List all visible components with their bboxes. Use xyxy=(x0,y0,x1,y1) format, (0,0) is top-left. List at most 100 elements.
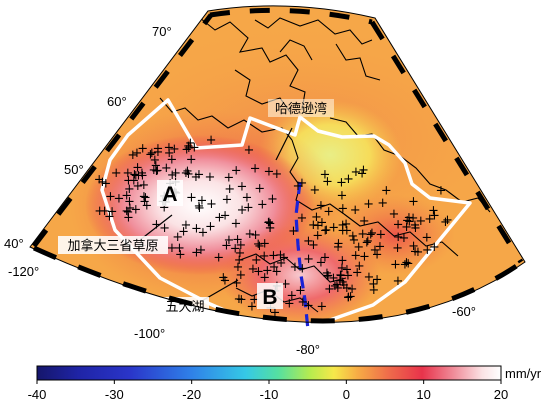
station-marker: + xyxy=(337,189,348,204)
station-marker: + xyxy=(320,168,331,183)
station-marker: + xyxy=(311,210,322,225)
station-marker: + xyxy=(343,172,354,187)
station-marker: + xyxy=(337,261,348,276)
station-marker: + xyxy=(166,152,177,167)
station-marker: + xyxy=(328,271,339,286)
station-marker: + xyxy=(148,163,159,178)
station-marker: + xyxy=(265,221,276,236)
station-marker: + xyxy=(138,189,149,204)
prairies-label: 加拿大三省草原 xyxy=(67,238,158,254)
station-marker: + xyxy=(271,264,282,279)
frame-right-edge xyxy=(369,20,524,264)
station-marker: + xyxy=(280,277,291,292)
station-marker: + xyxy=(194,199,205,214)
station-marker: + xyxy=(333,236,344,251)
station-marker: + xyxy=(124,194,135,209)
station-marker: + xyxy=(358,163,369,178)
station-marker: + xyxy=(392,241,403,256)
station-marker: + xyxy=(140,190,151,205)
station-marker: + xyxy=(175,247,186,262)
station-marker: + xyxy=(413,245,424,260)
map-frame xyxy=(29,5,526,324)
station-marker: + xyxy=(309,183,320,198)
station-marker: + xyxy=(308,238,319,253)
station-marker: + xyxy=(125,201,136,216)
station-marker: + xyxy=(178,225,189,240)
station-marker: + xyxy=(129,168,140,183)
station-marker: + xyxy=(292,179,303,194)
station-marker: + xyxy=(271,167,282,182)
station-marker: + xyxy=(232,232,243,247)
station-marker: + xyxy=(259,271,270,286)
station-marker: + xyxy=(151,164,162,179)
station-marker: + xyxy=(295,284,306,299)
station-marker: + xyxy=(303,252,314,267)
lon-label-m120: -120° xyxy=(8,264,39,279)
station-marker: + xyxy=(336,269,347,284)
colorbar-tick-label: -10 xyxy=(260,387,279,402)
station-marker: + xyxy=(316,216,327,231)
station-marker: + xyxy=(288,224,299,239)
station-marker: + xyxy=(368,283,379,298)
station-marker: + xyxy=(337,253,348,268)
station-marker: + xyxy=(402,214,413,229)
station-marker: + xyxy=(415,214,426,229)
station-marker: + xyxy=(408,239,419,254)
station-marker: + xyxy=(253,237,264,252)
station-marker: + xyxy=(235,246,246,261)
station-marker: + xyxy=(297,295,308,310)
station-marker: + xyxy=(381,183,392,198)
station-marker: + xyxy=(259,249,270,264)
station-marker: + xyxy=(213,251,224,266)
station-marker: + xyxy=(342,262,353,277)
station-marker: + xyxy=(152,145,163,160)
station-marker: + xyxy=(374,240,385,255)
station-marker: + xyxy=(220,209,231,224)
station-marker: + xyxy=(267,192,278,207)
station-marker: + xyxy=(182,164,193,179)
station-marker: + xyxy=(363,197,374,212)
station-marker: + xyxy=(231,276,242,291)
station-marker: + xyxy=(223,170,234,185)
station-marker: + xyxy=(236,292,247,307)
station-marker: + xyxy=(145,148,156,163)
station-marker: + xyxy=(123,211,134,226)
station-marker: + xyxy=(123,174,134,189)
station-marker: + xyxy=(250,162,261,177)
station-marker: + xyxy=(133,169,144,184)
station-marker: + xyxy=(275,248,286,263)
station-marker: + xyxy=(303,234,314,249)
colorbar-tick-label: -30 xyxy=(105,387,124,402)
station-marker: + xyxy=(297,261,308,276)
colorbar-unit: mm/yr xyxy=(505,366,542,381)
station-marker: + xyxy=(436,183,447,198)
station-marker: + xyxy=(172,230,183,245)
lat-label-70: 70° xyxy=(152,24,172,39)
station-marker: + xyxy=(354,259,365,274)
station-marker: + xyxy=(138,178,149,193)
station-marker: + xyxy=(205,170,216,185)
station-marker: + xyxy=(214,210,225,225)
station-marker: + xyxy=(137,168,148,183)
prairies-label-bg xyxy=(58,236,168,254)
station-marker: + xyxy=(104,210,115,225)
station-marker: + xyxy=(248,262,259,277)
station-marker: + xyxy=(218,270,229,285)
station-marker: + xyxy=(97,175,108,190)
station-marker: + xyxy=(290,260,301,275)
station-marker: + xyxy=(359,250,370,265)
station-marker: + xyxy=(364,270,375,285)
station-marker: + xyxy=(329,279,340,294)
station-marker: + xyxy=(230,217,241,232)
hudson-label-bg xyxy=(268,99,334,117)
station-marker: + xyxy=(150,158,161,173)
station-marker: + xyxy=(335,268,346,283)
station-marker: + xyxy=(219,273,230,288)
station-marker: + xyxy=(424,212,435,227)
station-marker: + xyxy=(421,231,432,246)
station-marker: + xyxy=(408,211,419,226)
station-marker: + xyxy=(231,164,242,179)
station-marker: + xyxy=(183,139,194,154)
station-marker: + xyxy=(181,143,192,158)
station-marker: + xyxy=(399,257,410,272)
